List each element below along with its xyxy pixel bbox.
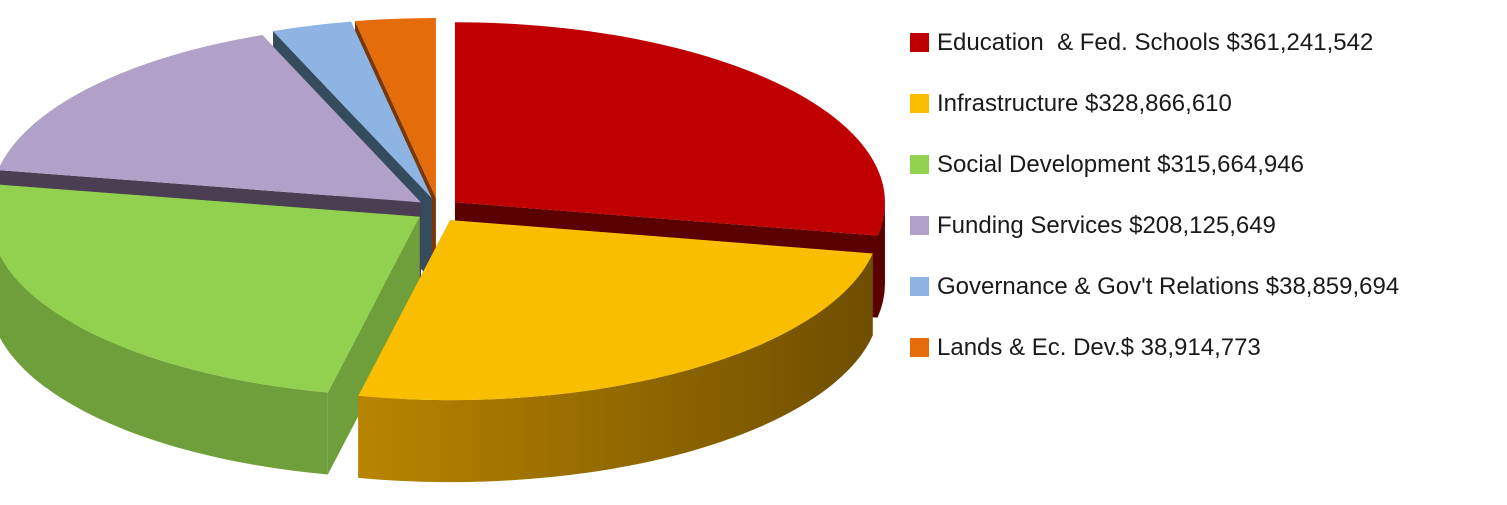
legend-item: Lands & Ec. Dev.$ 38,914,773 (910, 317, 1500, 378)
legend-item: Funding Services $208,125,649 (910, 195, 1500, 256)
legend-swatch-education (910, 33, 929, 52)
legend-label: Social Development $315,664,946 (937, 150, 1304, 178)
legend-swatch-infrastructure (910, 94, 929, 113)
legend-swatch-funding-services (910, 216, 929, 235)
pie-chart (0, 17, 885, 483)
legend-label: Education & Fed. Schools $361,241,542 (937, 28, 1374, 56)
pie-side-wall-social-development (0, 255, 328, 475)
legend-item: Governance & Gov't Relations $38,859,694 (910, 256, 1500, 317)
legend-swatch-lands (910, 338, 929, 357)
legend: Education & Fed. Schools $361,241,542 In… (910, 12, 1500, 378)
legend-swatch-social-development (910, 155, 929, 174)
pie-slice-education (454, 22, 885, 236)
legend-swatch-governance (910, 277, 929, 296)
legend-label: Infrastructure $328,866,610 (937, 89, 1232, 117)
pie-slice-governance (273, 21, 432, 199)
legend-item: Education & Fed. Schools $361,241,542 (910, 12, 1500, 73)
pie-slice-funding-services (0, 35, 421, 203)
pie-side-wall-education (877, 202, 885, 318)
legend-label: Funding Services $208,125,649 (937, 211, 1276, 239)
pie-slice-infrastructure (358, 220, 873, 401)
legend-item: Social Development $315,664,946 (910, 134, 1500, 195)
legend-item: Infrastructure $328,866,610 (910, 73, 1500, 134)
pie-side-wall-infrastructure (358, 253, 873, 483)
legend-label: Governance & Gov't Relations $38,859,694 (937, 272, 1400, 300)
pie-slice-lands (355, 17, 436, 198)
pie-slice-social-development (0, 184, 420, 393)
legend-label: Lands & Ec. Dev.$ 38,914,773 (937, 333, 1261, 361)
pie-slices (0, 17, 885, 401)
